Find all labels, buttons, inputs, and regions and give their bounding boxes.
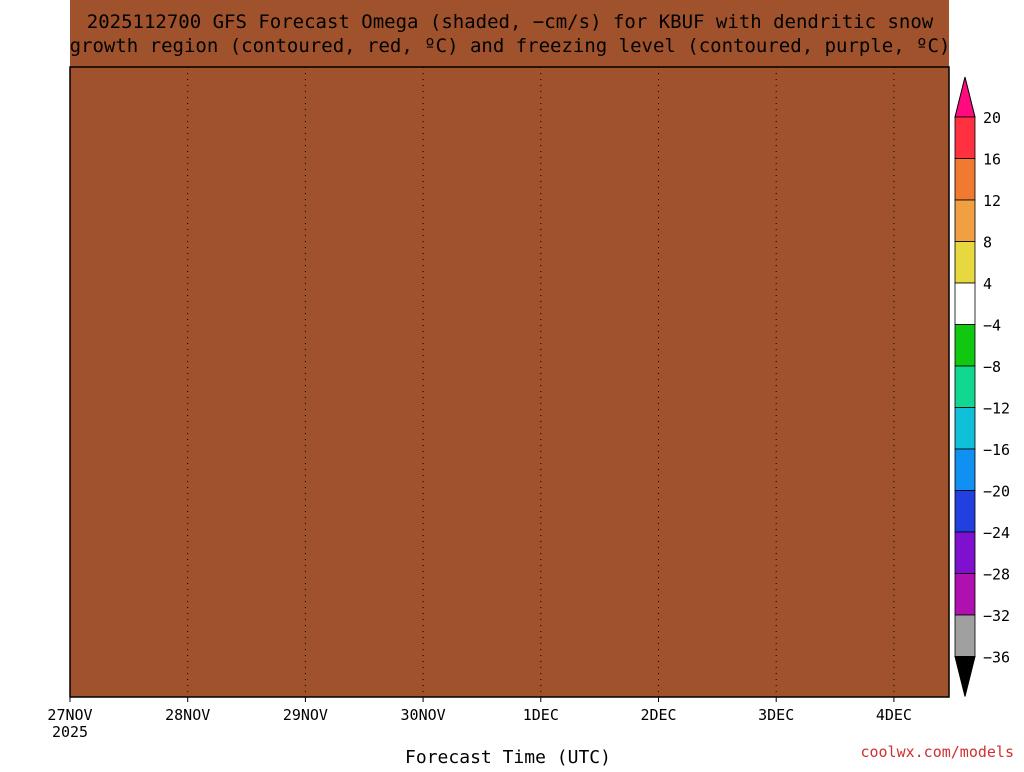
plot-border — [69, 66, 950, 698]
colorbar-tick-label: −28 — [983, 566, 1010, 584]
x-tick-label: 4DEC — [876, 706, 912, 724]
colorbar-tick-label: 4 — [983, 275, 992, 293]
colorbar-bin — [954, 324, 976, 367]
colorbar-tick-label: 8 — [983, 234, 992, 252]
colorbar-tick-label: −32 — [983, 607, 1010, 625]
colorbar-bottom-arrow — [954, 656, 976, 697]
terrain-band — [70, 0, 949, 697]
x-axis-title: Forecast Time (UTC) — [405, 747, 611, 768]
chart-title-line-2: growth region (contoured, red, ºC) and f… — [70, 35, 951, 57]
colorbar-bin — [954, 282, 976, 325]
colorbar-bin — [954, 448, 976, 491]
colorbar-tick-label: 12 — [983, 192, 1001, 210]
colorbar-tick-label: −8 — [983, 358, 1001, 376]
colorbar-tick-label: −16 — [983, 441, 1010, 459]
x-tick-label: 3DEC — [758, 706, 794, 724]
colorbar-tick-label: −20 — [983, 483, 1010, 501]
colorbar-top-arrow — [954, 76, 976, 118]
colorbar-bin — [954, 199, 976, 242]
x-tick-label: 28NOV — [165, 706, 210, 724]
colorbar-bin — [954, 614, 976, 657]
x-tick-label: 30NOV — [401, 706, 446, 724]
x-tick-label: 1DEC — [523, 706, 559, 724]
colorbar-bin — [954, 407, 976, 450]
colorbar-tick-label: 20 — [983, 109, 1001, 127]
colorbar-bin — [954, 573, 976, 616]
x-tick-label: 27NOV — [47, 706, 92, 724]
colorbar-tick-label: −36 — [983, 649, 1010, 667]
x-tick-label: 2DEC — [640, 706, 676, 724]
colorbar-bin — [954, 116, 976, 159]
x-tick-label: 29NOV — [283, 706, 328, 724]
axis-labels: 2503003504004505005506006507007508008509… — [47, 697, 912, 741]
colorbar-tick-label: −12 — [983, 400, 1010, 418]
chart-title-line-1: 2025112700 GFS Forecast Omega (shaded, −… — [87, 11, 934, 33]
credit-text: coolwx.com/models — [860, 743, 1014, 761]
colorbar-bin — [954, 531, 976, 574]
colorbar-tick-label: 16 — [983, 151, 1001, 169]
colorbar-bin — [954, 158, 976, 201]
colorbar: 20 16 12 8 4 −4 −8 −12 −16 −20 −24 −28 −32 −36 — [954, 76, 1010, 697]
x-tick-sublabel: 2025 — [52, 723, 88, 741]
colorbar-bin — [954, 241, 976, 284]
colorbar-tick-label: −4 — [983, 317, 1001, 335]
colorbar-tick-label: −24 — [983, 524, 1010, 542]
colorbar-bin — [954, 490, 976, 533]
colorbar-bin — [954, 365, 976, 408]
